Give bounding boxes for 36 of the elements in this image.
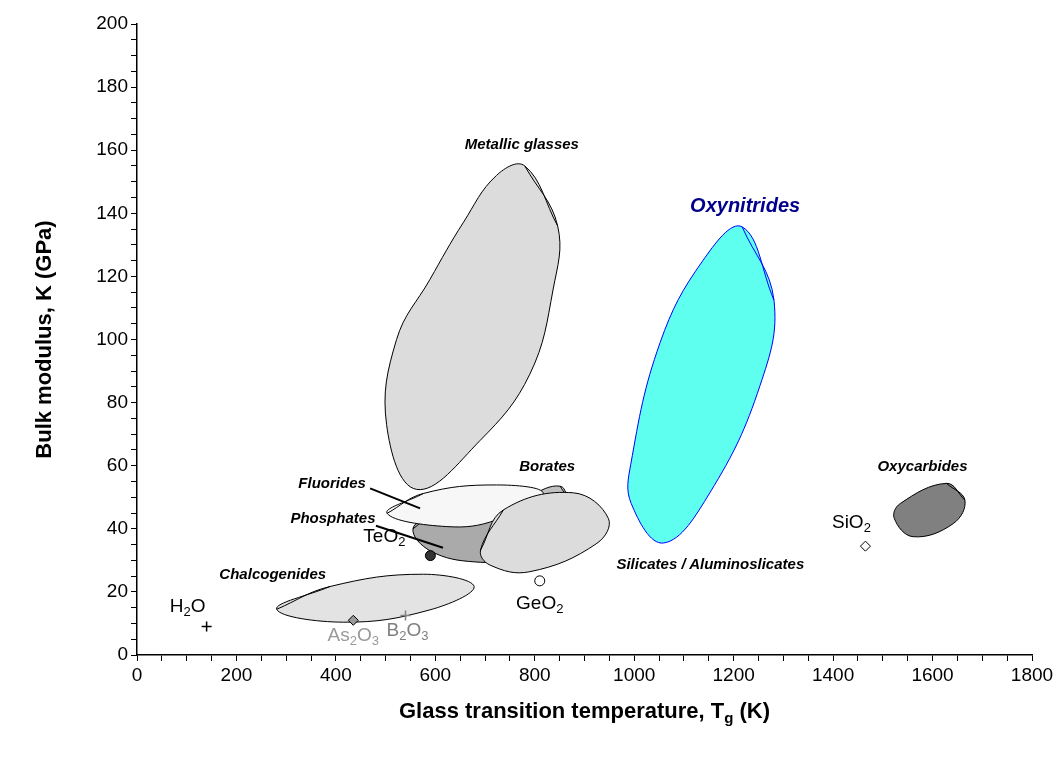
y-tick-label: 120 bbox=[96, 264, 128, 286]
y-axis-title: Bulk modulus, K (GPa) bbox=[31, 220, 57, 459]
x-tick-label: 0 bbox=[131, 663, 143, 685]
point bbox=[399, 609, 412, 622]
point bbox=[534, 575, 546, 587]
point bbox=[859, 540, 871, 552]
x-tick-label: 1000 bbox=[613, 663, 656, 685]
x-tick-label: 1200 bbox=[712, 663, 755, 685]
point bbox=[347, 614, 359, 626]
y-tick-label: 20 bbox=[106, 580, 128, 602]
y-tick-label: 100 bbox=[96, 327, 128, 349]
point bbox=[200, 620, 213, 633]
y-tick-label: 60 bbox=[106, 453, 128, 475]
y-tick-label: 0 bbox=[117, 643, 128, 665]
series-label: Metallic glasses bbox=[464, 135, 579, 153]
y-tick-label: 80 bbox=[106, 390, 128, 412]
x-tick-label: 800 bbox=[518, 663, 551, 685]
text: Phosphates bbox=[290, 508, 376, 526]
y-tick-label: 180 bbox=[96, 75, 128, 97]
series-label: Silicates / Aluminoslicates bbox=[616, 555, 805, 573]
x-tick-label: 1400 bbox=[811, 663, 855, 685]
series-label: Oxynitrides bbox=[690, 194, 801, 217]
y-tick-label: 200 bbox=[96, 12, 128, 34]
y-tick-label: 40 bbox=[106, 517, 128, 539]
x-tick-label: 200 bbox=[220, 663, 253, 685]
series-label: Chalcogenides bbox=[219, 565, 327, 583]
x-tick-label: 600 bbox=[419, 663, 452, 685]
series-label: Borates bbox=[519, 457, 576, 475]
series-label: Fluorides bbox=[298, 474, 366, 492]
series-label: Oxycarbides bbox=[877, 456, 968, 474]
y-tick-label: 140 bbox=[96, 201, 128, 223]
x-tick-label: 400 bbox=[320, 663, 352, 685]
x-tick-label: 1800 bbox=[1010, 663, 1054, 685]
point bbox=[424, 550, 436, 562]
y-tick-label: 160 bbox=[96, 138, 128, 160]
x-tick-label: 1600 bbox=[911, 663, 954, 685]
